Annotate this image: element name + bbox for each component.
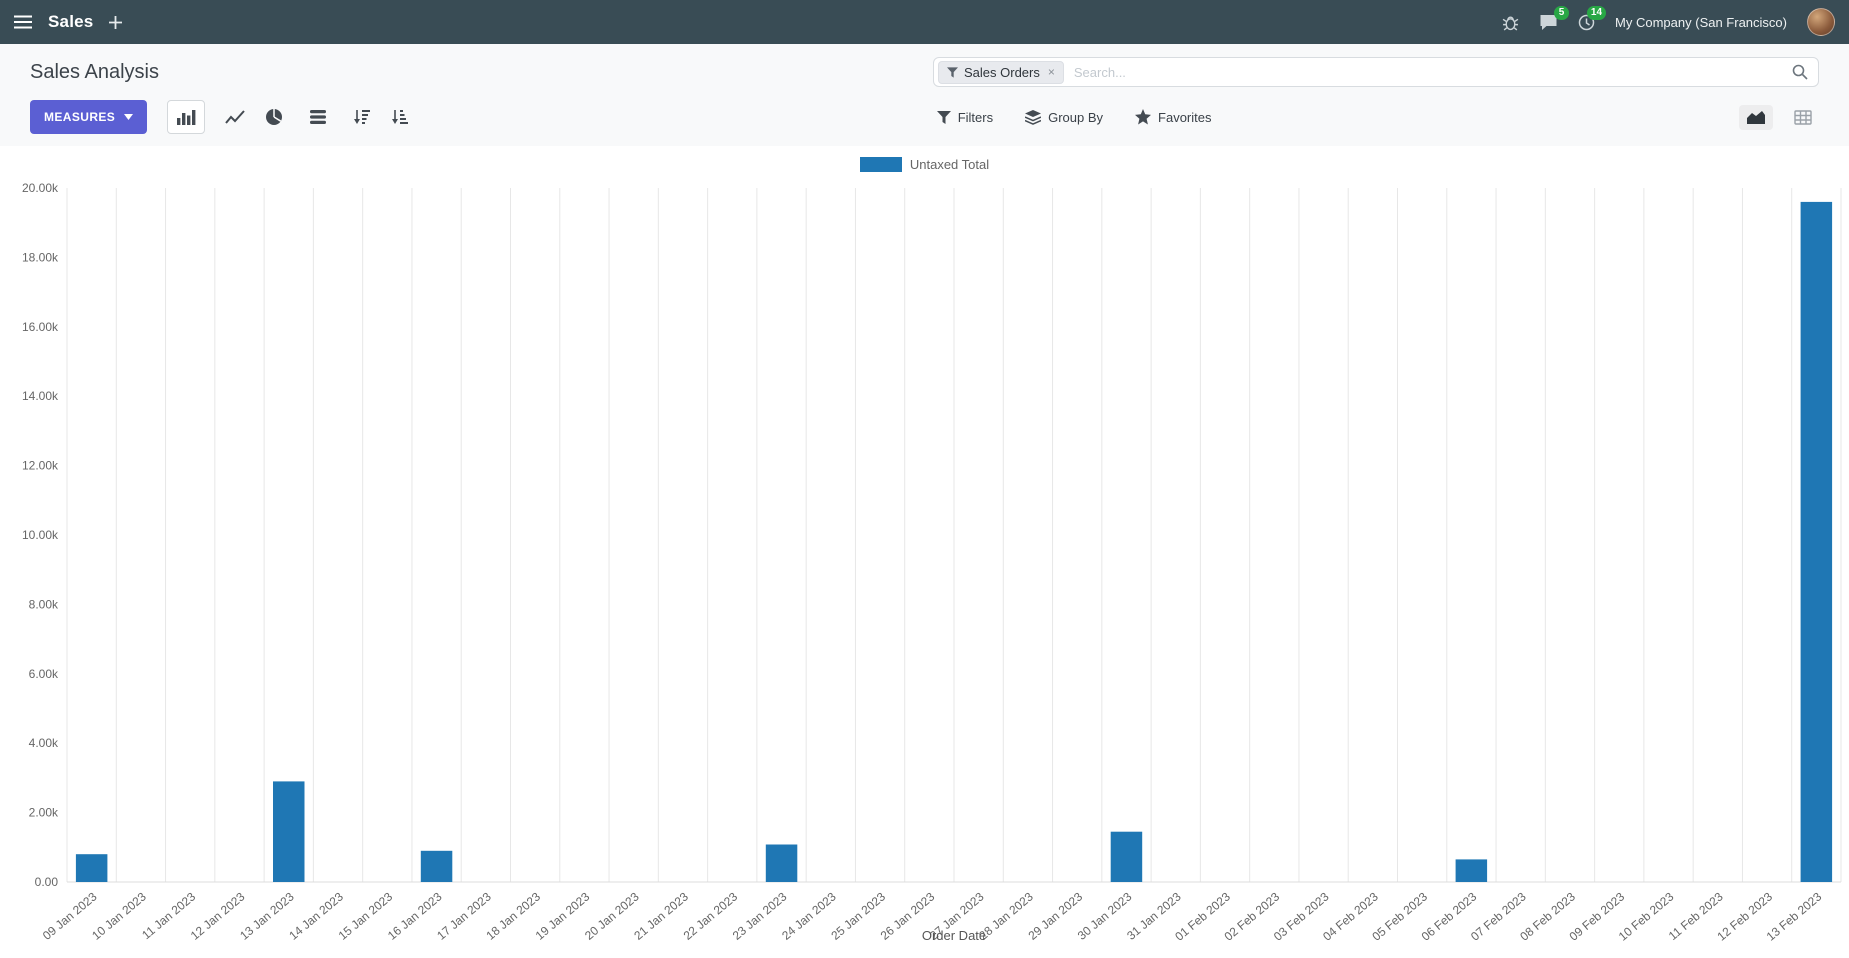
pie-chart-toggle[interactable] <box>265 108 283 126</box>
measures-button[interactable]: MEASURES <box>30 100 148 134</box>
graph-view-button[interactable] <box>1739 104 1773 130</box>
search-input[interactable] <box>1071 63 1784 81</box>
app-name[interactable]: Sales <box>48 12 94 31</box>
bar-chart-icon <box>177 110 196 125</box>
funnel-icon <box>947 66 958 78</box>
filters-label: Filters <box>957 109 994 125</box>
svg-text:18.00k: 18.00k <box>22 250 59 264</box>
svg-text:6.00k: 6.00k <box>29 667 59 681</box>
svg-text:10 Jan 2023: 10 Jan 2023 <box>89 889 149 942</box>
svg-text:13 Feb 2023: 13 Feb 2023 <box>1764 889 1825 943</box>
svg-text:Order Date: Order Date <box>922 928 986 943</box>
search-icon[interactable] <box>1792 64 1808 80</box>
hamburger-menu-icon[interactable] <box>14 15 32 29</box>
control-panel: Sales Analysis Sales Orders × MEASURES <box>0 44 1849 146</box>
messages-icon[interactable]: 5 <box>1539 5 1570 31</box>
legend-swatch <box>859 156 902 172</box>
area-chart-icon <box>1747 110 1765 124</box>
user-avatar[interactable] <box>1807 8 1835 36</box>
view-switcher <box>1739 104 1819 130</box>
stacked-toggle[interactable] <box>309 109 327 125</box>
line-chart-toggle[interactable] <box>225 109 245 125</box>
svg-text:10.00k: 10.00k <box>22 528 59 542</box>
search-bar[interactable]: Sales Orders × <box>933 57 1819 87</box>
activities-clock-icon[interactable]: 14 <box>1578 5 1607 31</box>
sort-ascending-button[interactable] <box>391 109 409 125</box>
pivot-view-button[interactable] <box>1787 105 1819 130</box>
chart-legend[interactable]: Untaxed Total <box>0 146 1849 182</box>
sort-descending-button[interactable] <box>353 109 371 125</box>
messages-badge: 5 <box>1554 5 1570 20</box>
svg-text:0.00: 0.00 <box>35 875 59 889</box>
svg-text:8.00k: 8.00k <box>29 597 59 611</box>
sales-bar-chart[interactable]: 0.00 2.00k 4.00k 6.00k 8.00k 10.00k 12.00k 14.0… <box>0 182 1849 954</box>
favorites-label: Favorites <box>1158 109 1212 125</box>
svg-text:4.00k: 4.00k <box>29 736 59 750</box>
legend-label: Untaxed Total <box>909 156 990 172</box>
group-by-menu[interactable]: Group By <box>1025 109 1104 125</box>
top-navbar: Sales 5 14 My Company (San Francisco) <box>0 0 1849 44</box>
svg-text:12.00k: 12.00k <box>22 459 59 473</box>
pie-chart-icon <box>266 109 283 125</box>
line-chart-icon <box>225 110 245 124</box>
sort-ascending-icon <box>392 110 409 124</box>
pivot-grid-icon <box>1794 109 1812 125</box>
filters-menu[interactable]: Filters <box>936 109 994 125</box>
company-switcher[interactable]: My Company (San Francisco) <box>1615 14 1787 30</box>
caret-down-icon <box>124 114 134 120</box>
sort-descending-icon <box>354 110 371 124</box>
measures-label: MEASURES <box>44 110 116 124</box>
favorites-menu[interactable]: Favorites <box>1135 109 1212 125</box>
stacked-icon <box>310 110 327 124</box>
filter-funnel-icon <box>936 110 951 124</box>
bug-icon[interactable] <box>1502 14 1519 31</box>
page-title: Sales Analysis <box>30 60 159 83</box>
svg-text:14.00k: 14.00k <box>22 389 59 403</box>
svg-text:20.00k: 20.00k <box>22 182 59 195</box>
group-by-label: Group By <box>1048 109 1104 125</box>
bar-chart-toggle[interactable] <box>167 100 206 134</box>
search-facet-label: Sales Orders <box>964 64 1040 80</box>
facet-remove-icon[interactable]: × <box>1047 65 1055 79</box>
activities-badge: 14 <box>1586 5 1607 20</box>
star-icon <box>1135 109 1152 125</box>
svg-text:2.00k: 2.00k <box>29 806 59 820</box>
search-facet[interactable]: Sales Orders × <box>938 60 1064 84</box>
svg-text:16.00k: 16.00k <box>22 320 59 334</box>
layers-icon <box>1025 109 1042 125</box>
plus-icon[interactable] <box>109 15 123 29</box>
chart-section: Untaxed Total 0.00 2.00k 4.00k 6.00k 8.00k 10… <box>0 146 1849 954</box>
